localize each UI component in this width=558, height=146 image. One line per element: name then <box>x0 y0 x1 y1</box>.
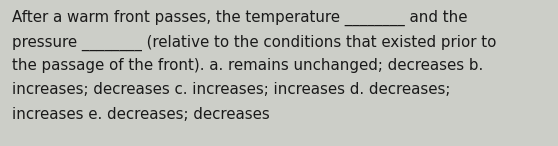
Text: After a warm front passes, the temperature ________ and the: After a warm front passes, the temperatu… <box>12 10 468 26</box>
Text: increases; decreases c. increases; increases d. decreases;: increases; decreases c. increases; incre… <box>12 82 451 98</box>
Text: pressure ________ (relative to the conditions that existed prior to: pressure ________ (relative to the condi… <box>12 34 497 51</box>
Text: the passage of the front). a. remains unchanged; decreases b.: the passage of the front). a. remains un… <box>12 58 484 73</box>
Text: increases e. decreases; decreases: increases e. decreases; decreases <box>12 107 270 122</box>
